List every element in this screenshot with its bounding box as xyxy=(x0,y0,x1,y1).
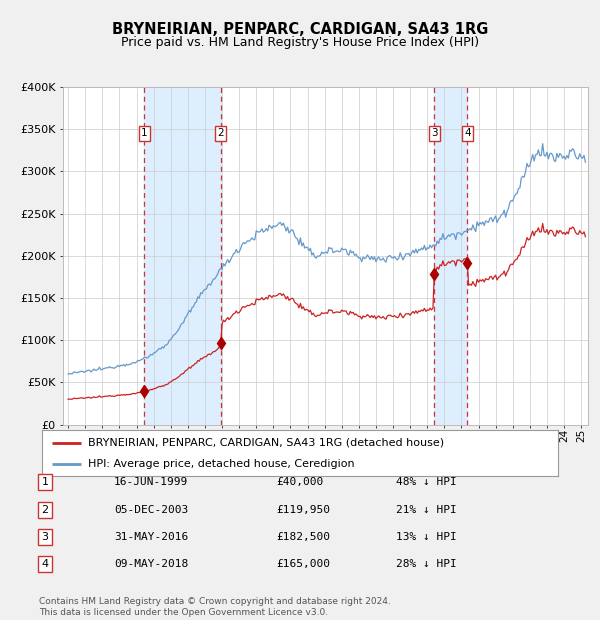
Text: 48% ↓ HPI: 48% ↓ HPI xyxy=(396,477,457,487)
Text: 16-JUN-1999: 16-JUN-1999 xyxy=(114,477,188,487)
Text: 3: 3 xyxy=(431,128,437,138)
Text: 4: 4 xyxy=(464,128,471,138)
Text: 09-MAY-2018: 09-MAY-2018 xyxy=(114,559,188,569)
Text: £165,000: £165,000 xyxy=(276,559,330,569)
Text: £182,500: £182,500 xyxy=(276,532,330,542)
Text: 1: 1 xyxy=(141,128,148,138)
Text: 31-MAY-2016: 31-MAY-2016 xyxy=(114,532,188,542)
Text: BRYNEIRIAN, PENPARC, CARDIGAN, SA43 1RG: BRYNEIRIAN, PENPARC, CARDIGAN, SA43 1RG xyxy=(112,22,488,37)
Text: 3: 3 xyxy=(41,532,49,542)
Text: 21% ↓ HPI: 21% ↓ HPI xyxy=(396,505,457,515)
Bar xyxy=(434,87,467,425)
Text: 05-DEC-2003: 05-DEC-2003 xyxy=(114,505,188,515)
Bar xyxy=(145,87,221,425)
Text: BRYNEIRIAN, PENPARC, CARDIGAN, SA43 1RG (detached house): BRYNEIRIAN, PENPARC, CARDIGAN, SA43 1RG … xyxy=(88,438,445,448)
Text: Price paid vs. HM Land Registry's House Price Index (HPI): Price paid vs. HM Land Registry's House … xyxy=(121,36,479,49)
Text: HPI: Average price, detached house, Ceredigion: HPI: Average price, detached house, Cere… xyxy=(88,459,355,469)
Text: 28% ↓ HPI: 28% ↓ HPI xyxy=(396,559,457,569)
Text: 2: 2 xyxy=(218,128,224,138)
Text: 2: 2 xyxy=(41,505,49,515)
Text: 4: 4 xyxy=(41,559,49,569)
Text: Contains HM Land Registry data © Crown copyright and database right 2024.
This d: Contains HM Land Registry data © Crown c… xyxy=(39,598,391,617)
Text: 1: 1 xyxy=(41,477,49,487)
Text: £119,950: £119,950 xyxy=(276,505,330,515)
Text: 13% ↓ HPI: 13% ↓ HPI xyxy=(396,532,457,542)
Text: £40,000: £40,000 xyxy=(276,477,323,487)
